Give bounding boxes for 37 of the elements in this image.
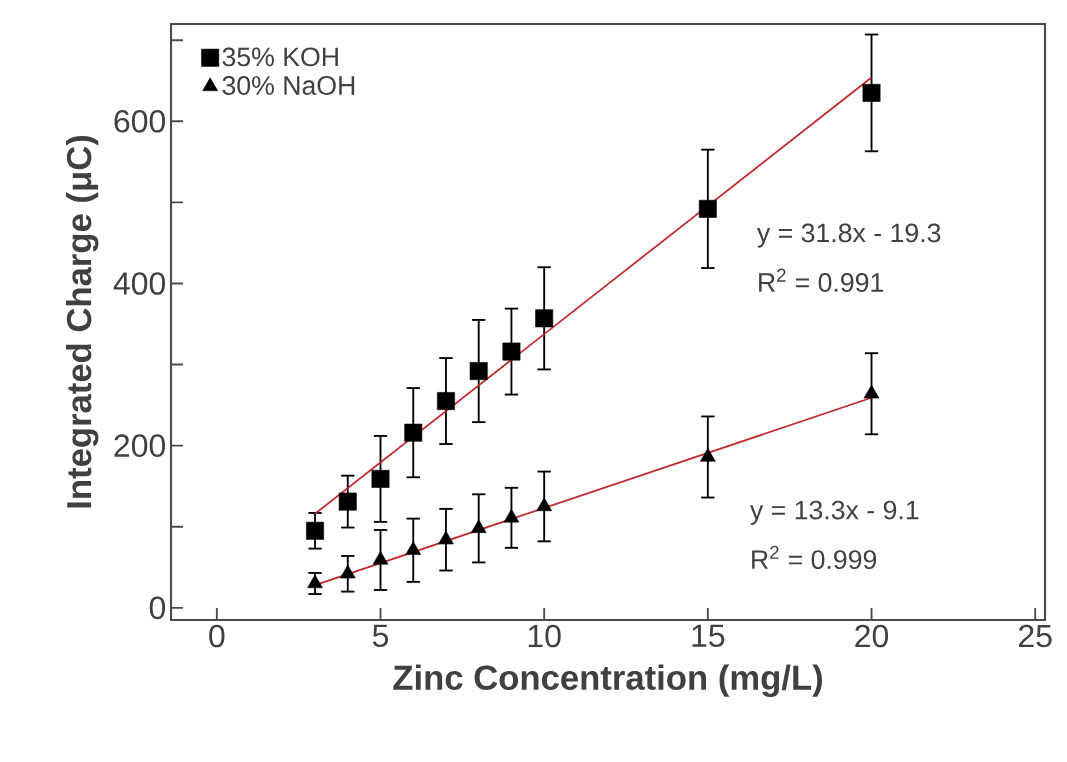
y-tick-label: 200 [114,434,166,457]
point [371,469,390,488]
y-axis-title: Integrated Charge (μC) [65,135,99,508]
x-tick-label: 15 [692,624,725,648]
legend-label: 35% KOH [222,47,338,67]
point [536,497,552,512]
point [372,551,389,565]
annotation: y = 13.3x - 9.1 [750,500,919,525]
point [438,530,454,545]
point [306,521,324,540]
point [338,492,357,511]
y-tick-label: 0 [149,596,166,620]
y-tick-label: 600 [114,109,166,133]
x-tick-label: 10 [528,624,561,648]
point [339,564,356,579]
legend-label: 30% NaOH [222,76,355,95]
point [405,541,422,555]
point [535,309,554,328]
annotation: R$^{2}$ = 0.991 [759,268,884,292]
point [502,342,521,361]
point [862,83,881,102]
x-tick-label: 25 [1019,624,1052,648]
point [470,519,487,533]
point [863,384,880,399]
x-tick-label: 20 [855,624,889,648]
point [698,199,717,218]
y-tick-label: 400 [113,272,166,295]
point [503,508,520,523]
x-tick-label: 5 [372,624,389,648]
annotation: R$^{2}$ = 0.999 [752,545,877,570]
annotation: y = 31.8x - 19.3 [756,223,941,248]
point [404,423,423,442]
point [469,362,488,380]
point [437,392,455,410]
x-axis-title: Zinc Concentration (mg/L) [393,664,822,697]
x-tick-label: 0 [209,624,225,648]
point [700,448,716,462]
